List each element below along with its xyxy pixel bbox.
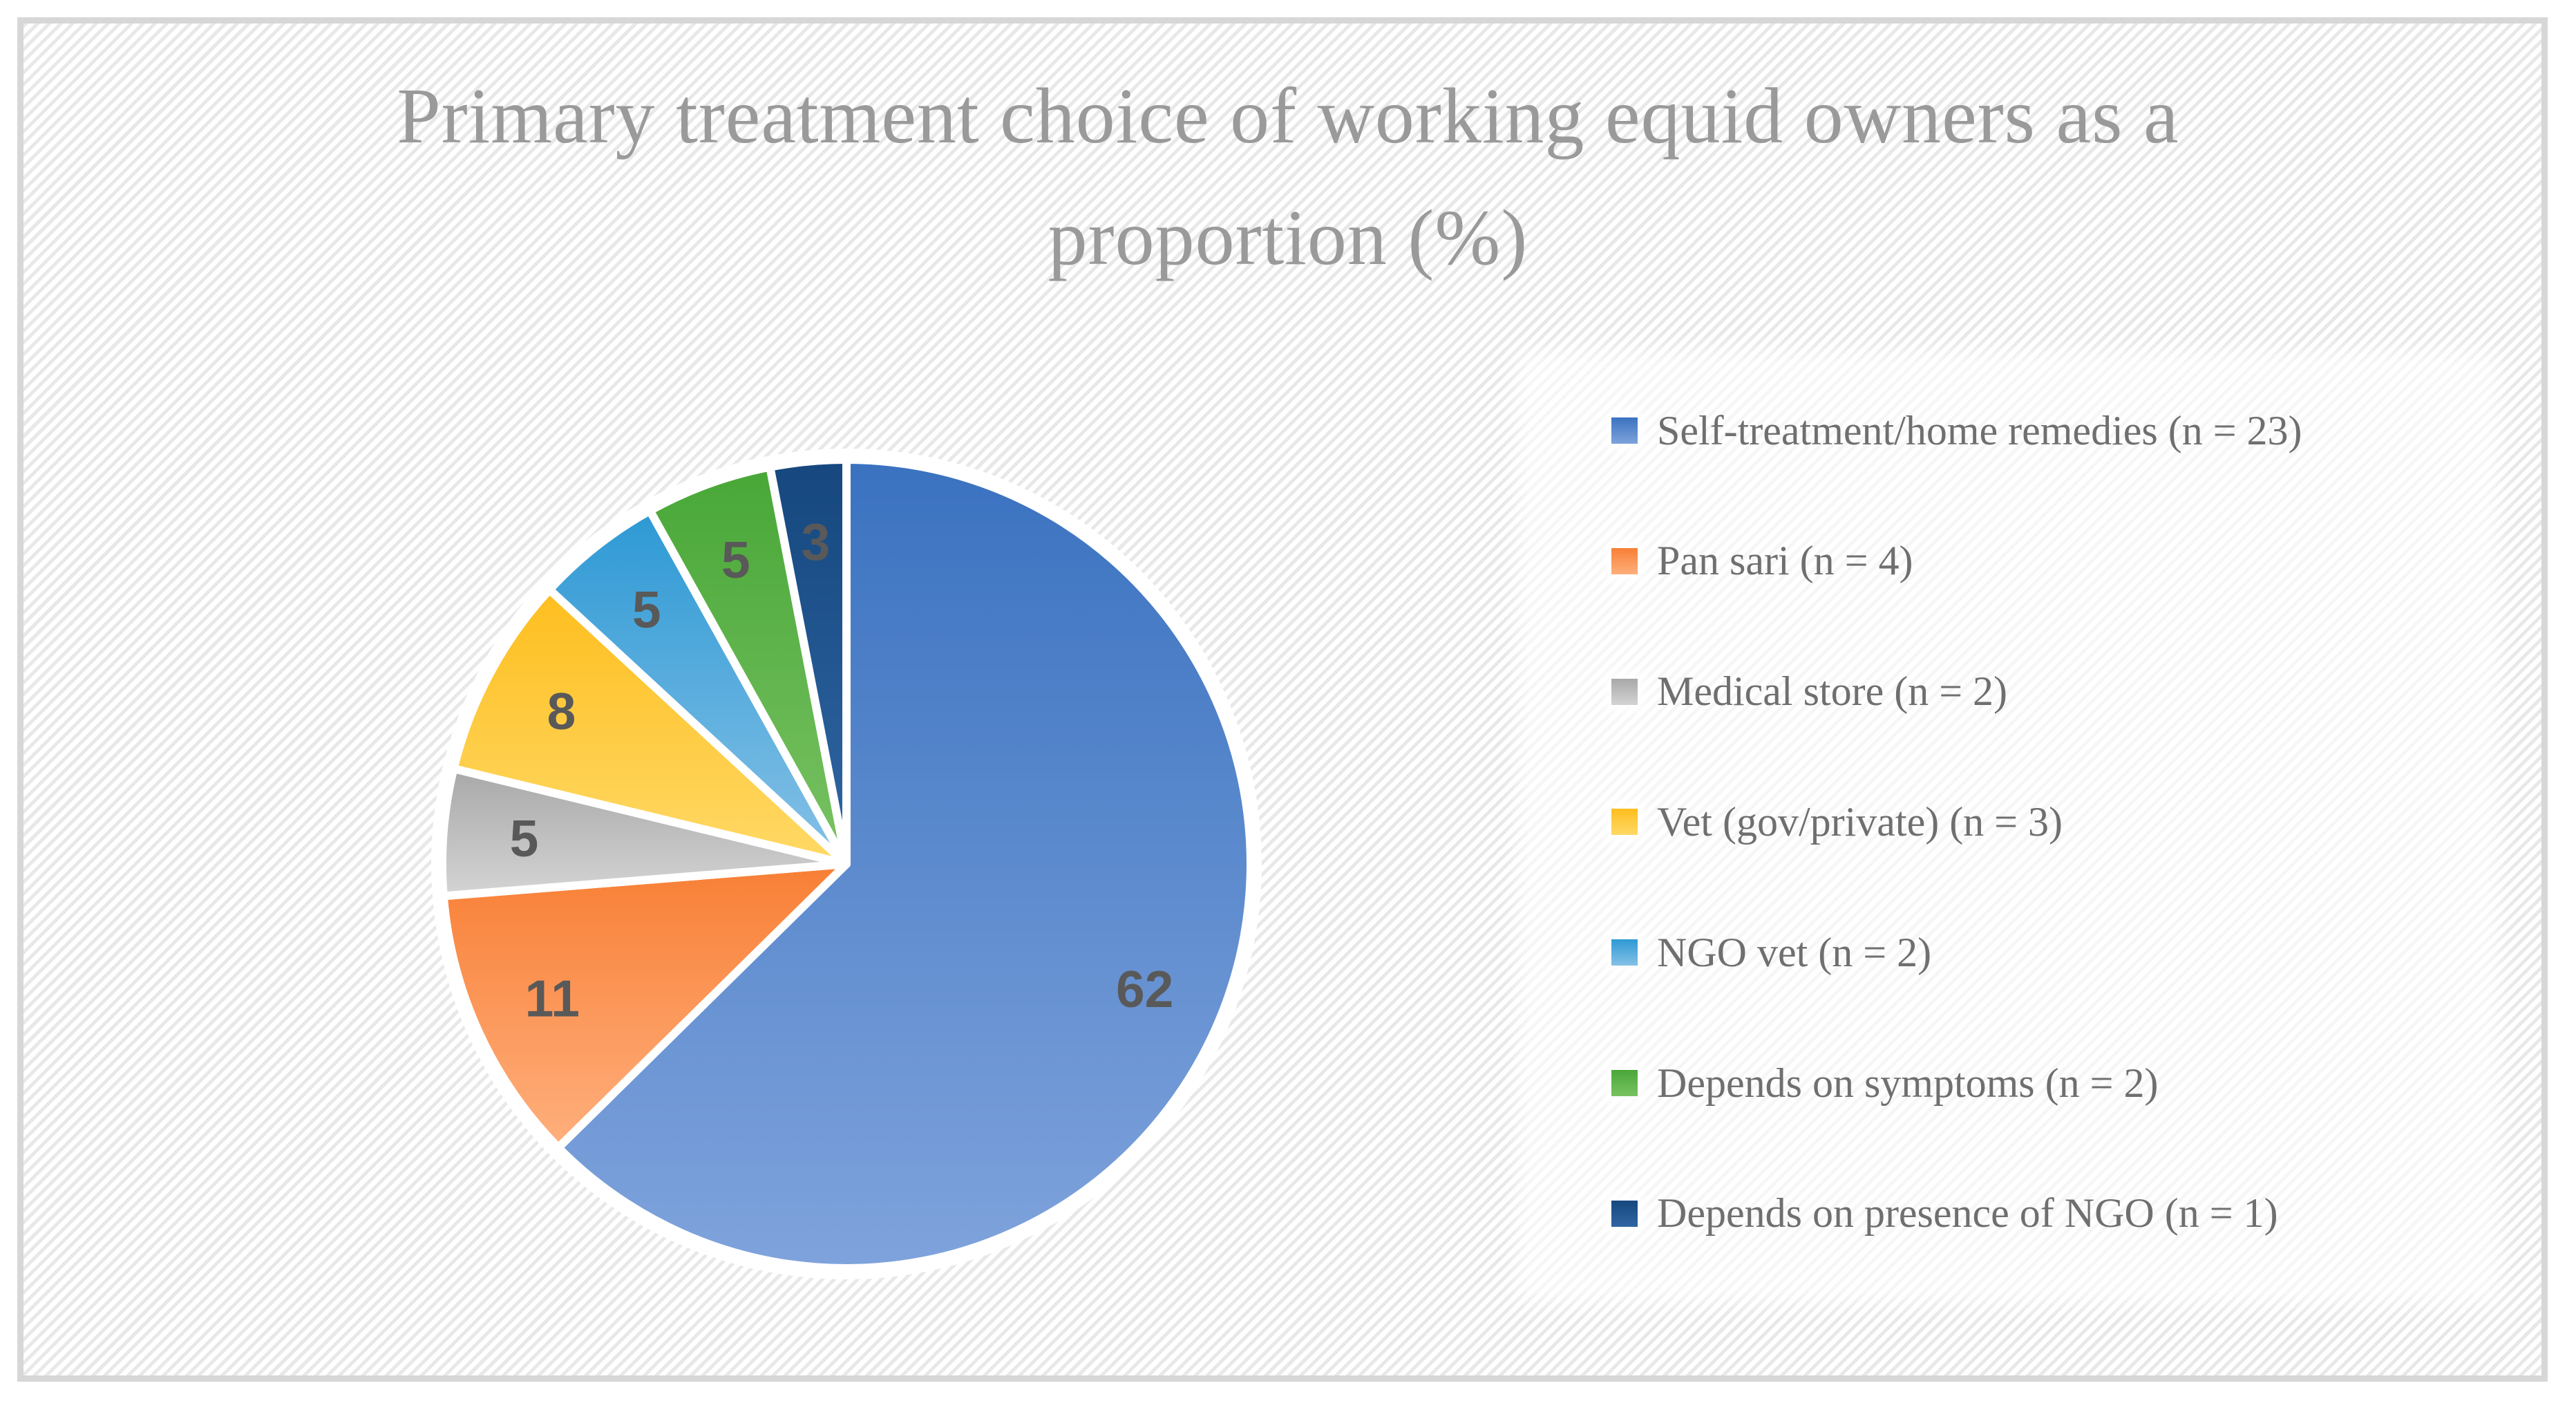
legend-item-pan-sari: Pan sari (n = 4) [1611,538,2475,584]
pie-slice-0 [554,455,1255,1272]
legend-label-ngo-vet: NGO vet (n = 2) [1657,929,1932,975]
chart-title-line1: Primary treatment choice of working equi… [397,72,2179,160]
legend-item-depends-ngo: Depends on presence of NGO (n = 1) [1611,1190,2475,1237]
legend-swatch-depends-ngo [1611,1200,1638,1227]
pie-slice-4 [545,506,851,868]
pie-slice-1 [439,860,851,1152]
legend: Self-treatment/home remedies (n = 23) Pa… [1527,361,2489,1293]
legend-swatch-depends-symptoms [1611,1070,1638,1097]
legend-swatch-medical-store [1611,678,1638,705]
pie-value-label-0: 62 [1116,960,1173,1018]
pie-slice-6 [766,455,851,868]
legend-item-vet: Vet (gov/private) (n = 3) [1611,798,2475,845]
legend-swatch-ngo-vet [1611,939,1638,966]
pie-value-label-5: 5 [721,531,750,589]
legend-item-ngo-vet: NGO vet (n = 2) [1611,930,2475,975]
legend-swatch-pan-sari [1611,547,1638,574]
pie-value-label-2: 5 [510,809,539,867]
pie-slice-3 [449,585,851,868]
pie-slice-2 [438,764,851,901]
legend-label-depends-ngo: Depends on presence of NGO (n = 1) [1657,1190,2278,1237]
legend-label-medical-store: Medical store (n = 2) [1657,668,2008,715]
pie-value-label-4: 5 [632,581,661,639]
chart-title-line2: proportion (%) [1048,194,1528,281]
legend-swatch-self-treatment [1611,417,1638,444]
legend-label-self-treatment: Self-treatment/home remedies (n = 23) [1657,407,2302,453]
legend-label-depends-symptoms: Depends on symptoms (n = 2) [1657,1060,2159,1106]
pie-value-label-3: 8 [547,682,576,740]
legend-label-pan-sari: Pan sari (n = 4) [1657,538,1913,584]
pie-value-label-1: 11 [525,969,580,1027]
legend-label-vet: Vet (gov/private) (n = 3) [1657,798,2063,845]
legend-item-medical-store: Medical store (n = 2) [1611,668,2475,715]
legend-item-depends-symptoms: Depends on symptoms (n = 2) [1611,1060,2475,1106]
pie-value-label-6: 3 [802,513,831,571]
legend-item-self-treatment: Self-treatment/home remedies (n = 23) [1611,408,2475,453]
pie-slice-5 [645,462,851,868]
chart-title: Primary treatment choice of working equi… [0,55,2576,299]
legend-swatch-vet [1611,809,1638,836]
